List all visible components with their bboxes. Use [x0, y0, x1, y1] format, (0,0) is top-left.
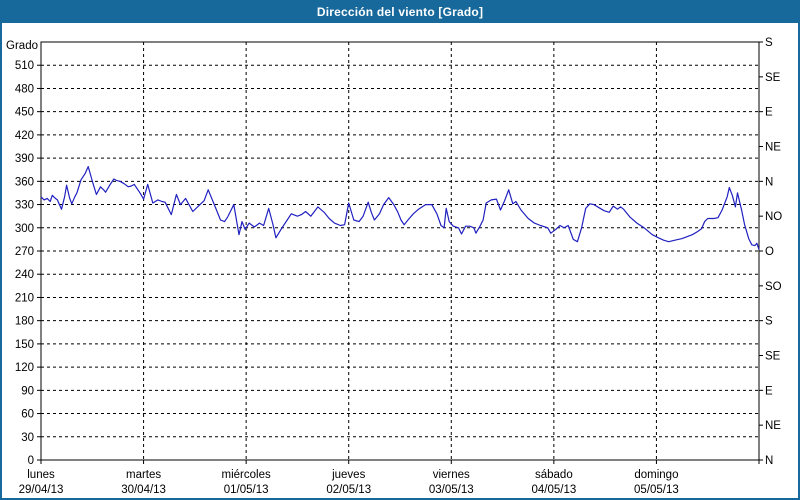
- y-axis-tick-label: 300: [15, 223, 34, 235]
- y-axis-tick-label: 180: [15, 316, 34, 328]
- x-day-label: domingo: [634, 469, 678, 481]
- x-day-label: sábado: [535, 469, 573, 481]
- y-axis-tick-label: 330: [15, 200, 34, 212]
- compass-tick-label: SE: [765, 351, 781, 363]
- compass-tick-label: N: [765, 455, 773, 467]
- x-date-label: 29/04/13: [19, 484, 64, 496]
- wind-direction-line: [40, 166, 760, 250]
- wind-direction-chart: 0 30 60 90 120 150 180 210 240 270 300 330 360 390 420…: [6, 37, 782, 496]
- x-date-label: 02/05/13: [326, 484, 371, 496]
- x-day-label: jueves: [331, 469, 365, 481]
- chart-title: Dirección del viento [Grado]: [316, 5, 484, 19]
- y-axis-tick-label: 270: [15, 246, 34, 258]
- compass-tick-label: SO: [765, 281, 782, 293]
- compass-tick-label: NE: [765, 420, 781, 432]
- compass-tick-label: O: [765, 246, 774, 258]
- plot-frame: [40, 41, 760, 461]
- y-axis-tick-label: 510: [15, 60, 34, 72]
- compass-tick-label: NO: [765, 211, 782, 223]
- y-axis-tick-label: 120: [15, 362, 34, 374]
- y-axis-tick-label: 90: [21, 385, 34, 397]
- x-day-label: miércoles: [222, 469, 271, 481]
- y-axis-tick-label: 0: [28, 455, 34, 467]
- compass-tick-label: NE: [765, 142, 781, 154]
- y-axis-tick-label: 210: [15, 292, 34, 304]
- y-axis-tick-label: 30: [21, 432, 34, 444]
- y-axis-tick-label: 360: [15, 176, 34, 188]
- title-bar: Dirección del viento [Grado]: [2, 2, 798, 23]
- y-axis-unit-label: Grado: [6, 40, 38, 52]
- y-axis-tick-label: 450: [15, 107, 34, 119]
- x-date-label: 30/04/13: [121, 484, 166, 496]
- compass-tick-label: N: [765, 176, 773, 188]
- y-axis-tick-label: 420: [15, 130, 34, 142]
- y-axis-tick-label: 480: [15, 83, 34, 95]
- y-axis-tick-label: 150: [15, 339, 34, 351]
- x-date-label: 03/05/13: [429, 484, 474, 496]
- x-day-label: viernes: [433, 469, 470, 481]
- x-date-label: 04/05/13: [531, 484, 576, 496]
- x-day-label: martes: [126, 469, 161, 481]
- y-axis-tick-label: 240: [15, 269, 34, 281]
- x-date-label: 01/05/13: [224, 484, 269, 496]
- compass-tick-label: E: [765, 107, 773, 119]
- compass-tick-label: E: [765, 385, 773, 397]
- y-axis-tick-label: 390: [15, 153, 34, 165]
- compass-tick-label: S: [765, 37, 773, 49]
- x-date-label: 05/05/13: [634, 484, 679, 496]
- compass-tick-label: SE: [765, 72, 781, 84]
- x-day-label: lunes: [27, 469, 55, 481]
- compass-tick-label: S: [765, 316, 773, 328]
- y-axis-tick-label: 60: [21, 409, 34, 421]
